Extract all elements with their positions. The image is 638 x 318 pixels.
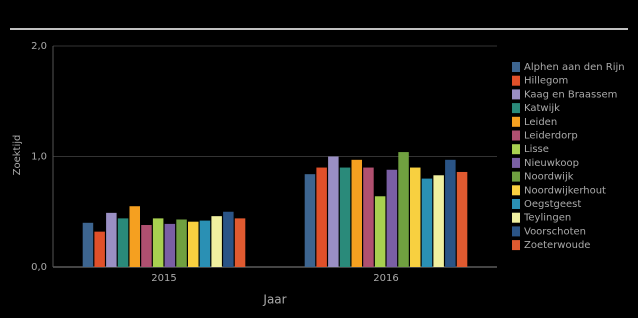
legend-label: Leiderdorp — [524, 131, 578, 142]
legend-swatch — [512, 75, 520, 86]
bar — [398, 152, 409, 267]
bar — [188, 221, 199, 267]
x-axis-label: Jaar — [262, 293, 286, 307]
legend-label: Alphen aan den Rijn — [524, 62, 625, 73]
legend-swatch — [512, 62, 520, 72]
bar — [351, 159, 362, 267]
bar — [106, 212, 117, 267]
legend-swatch — [512, 212, 520, 223]
legend-swatch — [512, 185, 520, 196]
bar — [421, 178, 433, 267]
x-tick-label: 2016 — [373, 273, 398, 284]
legend-swatch — [512, 157, 520, 168]
legend-swatch — [512, 199, 520, 209]
bar — [94, 231, 105, 267]
bar — [374, 196, 386, 267]
bar — [164, 223, 176, 267]
legend-label: Lisse — [524, 144, 549, 155]
legend-label: Katwijk — [524, 103, 560, 114]
legend-label: Voorschoten — [524, 226, 586, 237]
bar — [304, 174, 316, 267]
bar — [82, 222, 94, 267]
x-tick-label: 2015 — [151, 273, 176, 284]
legend-swatch — [512, 89, 520, 100]
legend-label: Kaag en Braassem — [524, 89, 617, 100]
bar — [211, 216, 222, 267]
y-tick-label: 0,0 — [31, 262, 47, 273]
bar — [176, 219, 187, 267]
legend-label: Noordwijk — [524, 172, 574, 183]
y-tick-label: 2,0 — [31, 41, 47, 52]
legend-swatch — [512, 116, 520, 127]
bar — [328, 156, 339, 267]
legend-swatch — [512, 171, 520, 182]
bar — [141, 225, 152, 267]
bar — [152, 218, 164, 267]
legend-swatch — [512, 144, 520, 155]
bar — [199, 220, 211, 267]
bar — [234, 218, 246, 267]
bar — [456, 171, 468, 267]
bar — [386, 169, 398, 267]
bar — [223, 211, 234, 267]
legend-label: Oegstgeest — [524, 199, 581, 210]
y-tick-label: 1,0 — [31, 152, 47, 163]
legend-swatch — [512, 130, 520, 141]
y-axis-label: Zoektijd — [12, 135, 23, 176]
bar — [433, 175, 444, 267]
bar — [117, 218, 129, 267]
bar — [316, 167, 327, 267]
bar — [129, 206, 140, 267]
legend-label: Hillegom — [524, 76, 568, 87]
legend-label: Nieuwkoop — [524, 158, 579, 169]
legend-swatch — [512, 103, 520, 114]
bar — [363, 167, 374, 267]
legend-swatch — [512, 240, 520, 251]
legend-swatch — [512, 226, 520, 237]
legend-label: Noordwijkerhout — [524, 185, 606, 196]
bar — [339, 167, 351, 267]
legend-label: Zoeterwoude — [524, 240, 590, 251]
bar — [445, 159, 456, 267]
legend-label: Leiden — [524, 117, 557, 128]
bar — [410, 167, 421, 267]
legend-label: Teylingen — [523, 213, 571, 224]
